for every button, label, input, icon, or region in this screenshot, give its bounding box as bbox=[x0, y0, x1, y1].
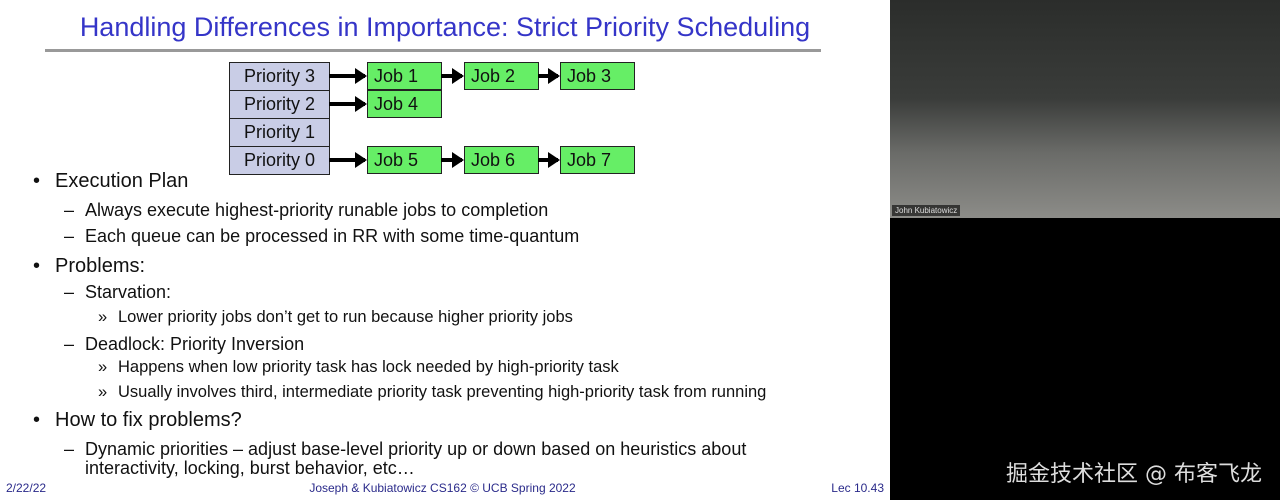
bullet-text: Starvation: bbox=[85, 282, 172, 302]
bullet-item: – Each queue can be processed in RR with … bbox=[64, 226, 579, 247]
job-box: Job 3 bbox=[560, 62, 635, 90]
arrow-icon bbox=[538, 68, 560, 84]
speaker-name: John Kubiatowicz bbox=[892, 205, 961, 216]
bullet-item: » Usually involves third, intermediate pr… bbox=[98, 383, 766, 402]
bullet-marker: » bbox=[98, 383, 108, 401]
bullet-item: interactivity, locking, burst behavior, … bbox=[64, 458, 415, 479]
bullet-text: Deadlock: Priority Inversion bbox=[85, 334, 305, 354]
bullet-item: » Happens when low priority task has lock… bbox=[98, 358, 619, 377]
bullet-item: – Always execute highest-priority runable… bbox=[64, 200, 548, 221]
bullet-marker: – bbox=[64, 439, 75, 459]
bullet-marker: • bbox=[33, 255, 41, 277]
bullet-text: Happens when low priority task has lock … bbox=[118, 358, 619, 376]
job-box: Job 4 bbox=[367, 90, 442, 118]
bullet-item: • Problems: bbox=[33, 255, 145, 278]
bullet-text: Always execute highest-priority runable … bbox=[85, 200, 549, 220]
bullet-text: Dynamic priorities – adjust base-level p… bbox=[85, 439, 747, 459]
job-box: Job 7 bbox=[560, 146, 635, 174]
footer-page: Lec 10.43 bbox=[831, 481, 884, 495]
bullet-marker: • bbox=[33, 170, 41, 192]
job-box: Job 1 bbox=[367, 62, 442, 90]
bullet-marker: • bbox=[33, 409, 41, 431]
speaker-video: John Kubiatowicz bbox=[890, 0, 1280, 218]
bullet-item: – Deadlock: Priority Inversion bbox=[64, 334, 304, 355]
title-underline bbox=[45, 49, 821, 52]
priority-queue-label: Priority 2 bbox=[229, 90, 330, 119]
bullet-text: Each queue can be processed in RR with s… bbox=[85, 226, 580, 246]
slide-title: Handling Differences in Importance: Stri… bbox=[79, 12, 811, 42]
bullet-marker: – bbox=[64, 200, 75, 220]
priority-queue-label: Priority 1 bbox=[229, 118, 330, 147]
footer-course: Joseph & Kubiatowicz CS162 © UCB Spring … bbox=[309, 481, 576, 495]
bullet-marker: » bbox=[98, 308, 108, 326]
bullet-item: • How to fix problems? bbox=[33, 409, 242, 432]
job-box: Job 6 bbox=[464, 146, 539, 174]
footer-date: 2/22/22 bbox=[6, 481, 47, 495]
job-box: Job 2 bbox=[464, 62, 539, 90]
priority-queue-label: Priority 0 bbox=[229, 146, 330, 175]
bullet-text: interactivity, locking, burst behavior, … bbox=[85, 458, 415, 478]
watermark: 掘金技术社区 @ 布客飞龙 bbox=[1006, 462, 1262, 487]
lecture-slide: Handling Differences in Importance: Stri… bbox=[0, 0, 890, 500]
arrow-icon bbox=[329, 152, 367, 168]
bullet-text: Usually involves third, intermediate pri… bbox=[118, 383, 767, 401]
bullet-text: Problems: bbox=[55, 255, 146, 277]
bullet-marker: » bbox=[98, 358, 108, 376]
arrow-icon bbox=[329, 96, 367, 112]
bullet-item: • Execution Plan bbox=[33, 170, 188, 193]
bullet-item: – Dynamic priorities – adjust base-level … bbox=[64, 439, 746, 460]
bullet-marker: – bbox=[64, 282, 75, 302]
bullet-text: How to fix problems? bbox=[55, 409, 242, 431]
bullet-item: – Starvation: bbox=[64, 282, 171, 303]
bullet-text: Lower priority jobs don’t get to run bec… bbox=[118, 308, 573, 326]
arrow-icon bbox=[441, 152, 464, 168]
job-box: Job 5 bbox=[367, 146, 442, 174]
arrow-icon bbox=[538, 152, 560, 168]
bullet-marker: – bbox=[64, 226, 75, 246]
bullet-text: Execution Plan bbox=[55, 170, 189, 192]
bullet-item: » Lower priority jobs don’t get to run be… bbox=[98, 308, 573, 327]
priority-queue-label: Priority 3 bbox=[229, 62, 330, 91]
arrow-icon bbox=[441, 68, 464, 84]
bullet-marker: – bbox=[64, 334, 75, 354]
arrow-icon bbox=[329, 68, 367, 84]
